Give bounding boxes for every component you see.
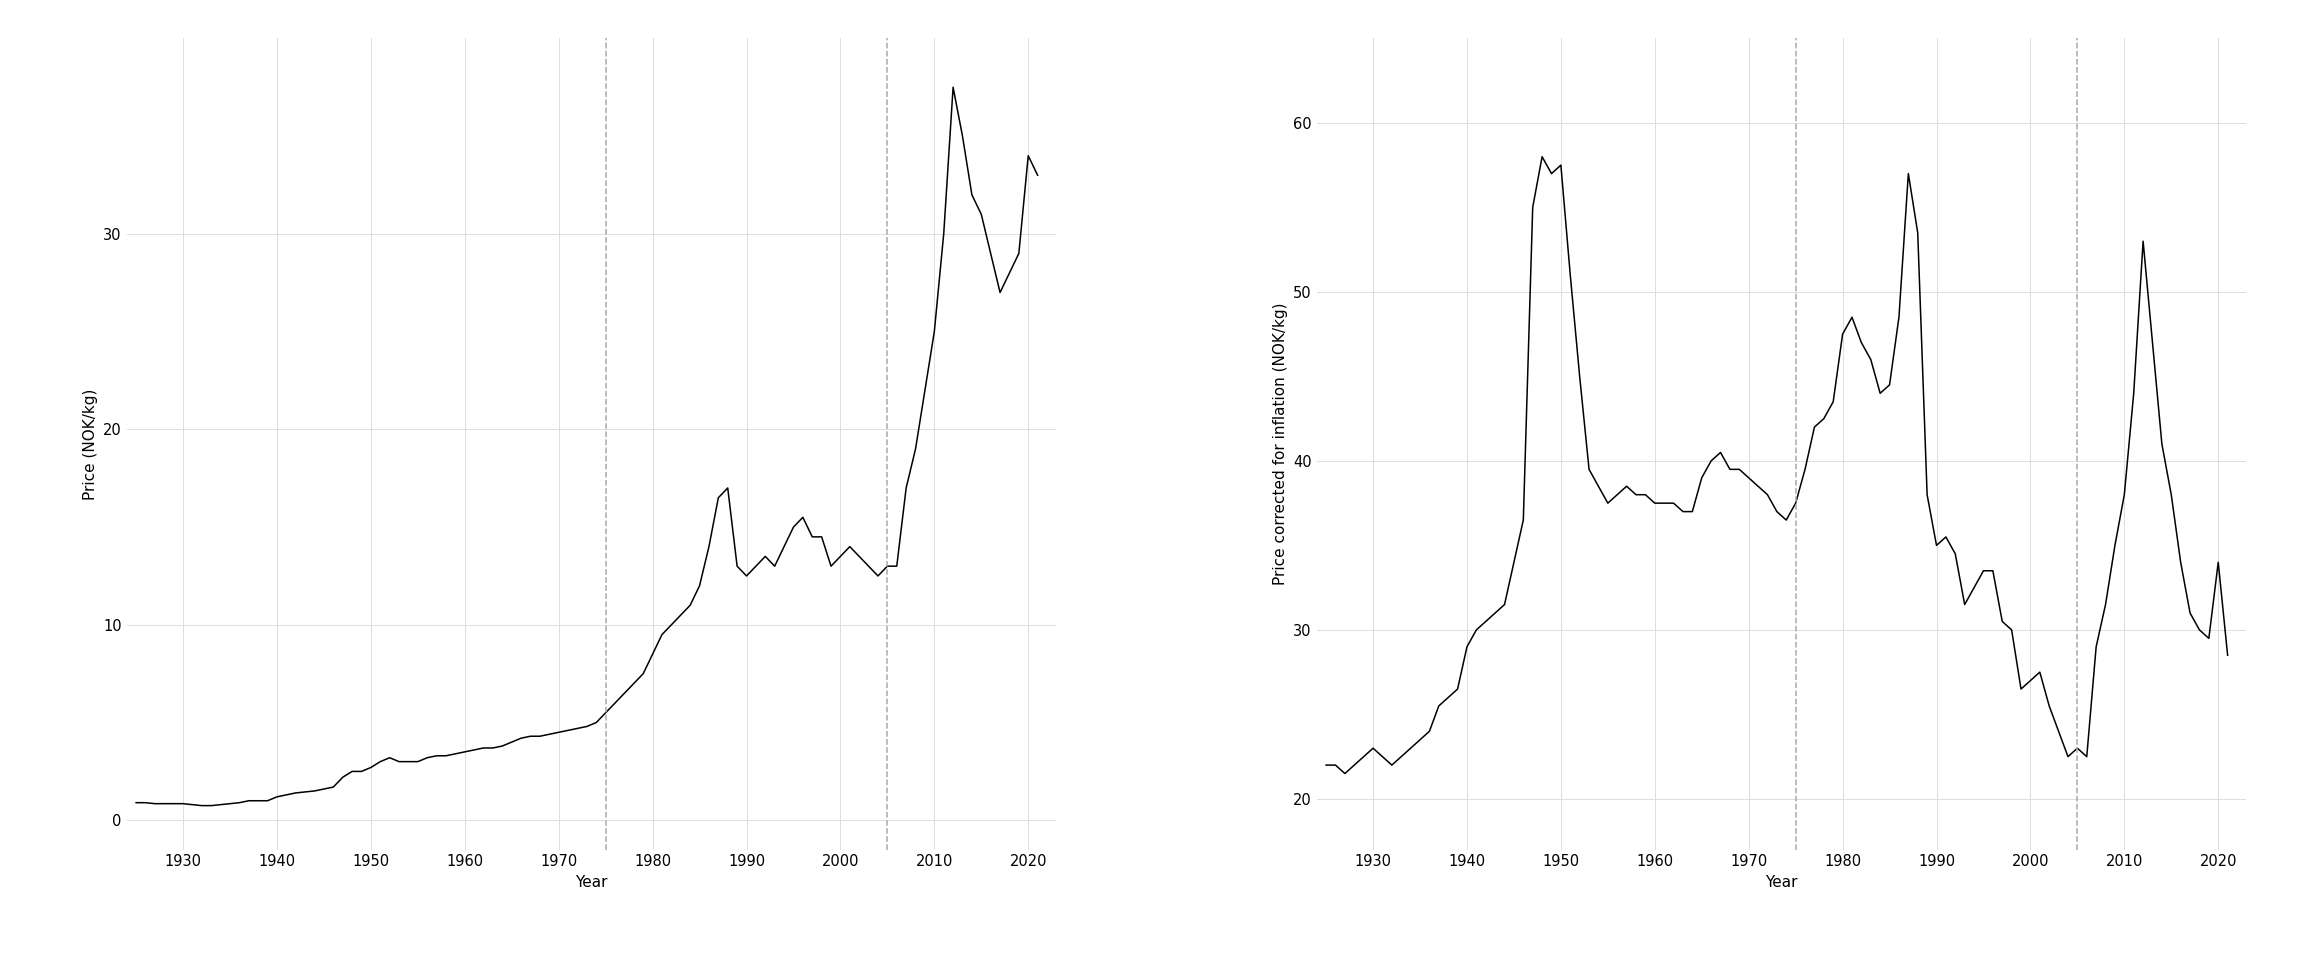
Y-axis label: Price corrected for inflation (NOK/kg): Price corrected for inflation (NOK/kg)	[1272, 302, 1288, 586]
X-axis label: Year: Year	[576, 875, 608, 890]
Y-axis label: Price (NOK/kg): Price (NOK/kg)	[83, 388, 97, 500]
X-axis label: Year: Year	[1765, 875, 1797, 890]
